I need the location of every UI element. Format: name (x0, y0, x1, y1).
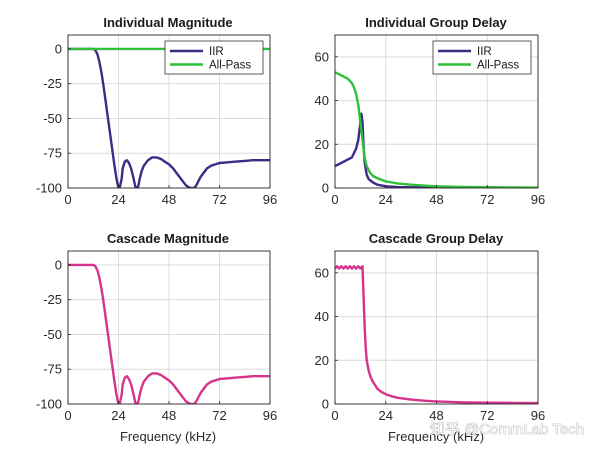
legend-label: All-Pass (477, 60, 519, 72)
tick-label-x: 48 (429, 408, 443, 423)
xlabel-cascade-magnitude: Frequency (kHz) (120, 429, 216, 444)
plot-individual-magnitude: 0 24 48 72 96 0 -25 -50 -75 -100 IIR All-Pass (36, 34, 277, 207)
tick-label-x: 0 (64, 192, 71, 207)
tick-label-x: 72 (212, 408, 226, 423)
panel-individual-group-delay: Individual Group Delay 0 24 48 72 96 0 20 40 60 I… (315, 15, 546, 207)
tick-label-y: -75 (43, 146, 62, 161)
legend: IIR All-Pass (432, 40, 532, 75)
legend-label: IIR (477, 46, 492, 58)
series-line-all-pass (335, 71, 538, 188)
tick-label-y: 0 (322, 181, 329, 196)
tick-label-y: 20 (315, 353, 329, 368)
tick-label-x: 48 (429, 192, 443, 207)
plot-individual-group-delay: 0 24 48 72 96 0 20 40 60 IIR All-Pass (315, 34, 545, 207)
tick-label-y: 0 (55, 257, 62, 272)
tick-label-y: -50 (43, 111, 62, 126)
tick-label-x: 24 (379, 408, 393, 423)
tick-label-y: -25 (43, 292, 62, 307)
xlabel-cascade-group-delay: Frequency (kHz) (388, 429, 484, 444)
tick-label-x: 96 (263, 192, 277, 207)
tick-label-y: 0 (322, 397, 329, 412)
legend-box (432, 40, 532, 75)
tick-label-x: 72 (480, 192, 494, 207)
tick-label-x: 0 (331, 408, 338, 423)
legend-box (164, 40, 264, 75)
tick-label-y: -75 (43, 362, 62, 377)
tick-label-y: 0 (55, 41, 62, 56)
tick-label-x: 96 (531, 192, 545, 207)
watermark-text: 知乎 @CommLab Tech (430, 421, 584, 438)
legend: IIR All-Pass (164, 40, 264, 75)
title-cascade-group-delay: Cascade Group Delay (369, 231, 504, 246)
tick-label-x: 0 (64, 408, 71, 423)
tick-label-y: -100 (36, 181, 62, 196)
tick-label-x: 24 (111, 408, 125, 423)
tick-label-x: 48 (162, 408, 176, 423)
title-cascade-magnitude: Cascade Magnitude (107, 231, 229, 246)
tick-label-y: 40 (315, 309, 329, 324)
plot-cascade-magnitude: 0 24 48 72 96 0 -25 -50 -75 -100 (36, 250, 277, 423)
title-individual-magnitude: Individual Magnitude (103, 15, 232, 30)
tick-label-y: 20 (315, 137, 329, 152)
series-line-cascade (68, 263, 270, 404)
tick-label-y: -100 (36, 397, 62, 412)
tick-label-y: -25 (43, 76, 62, 91)
tick-label-x: 96 (531, 408, 545, 423)
panel-individual-magnitude: Individual Magnitude 0 24 48 72 96 0 -25 -50 -75… (36, 15, 277, 207)
tick-label-y: 60 (315, 265, 329, 280)
tick-label-x: 24 (111, 192, 125, 207)
tick-label-x: 0 (331, 192, 338, 207)
legend-label: All-Pass (209, 60, 251, 72)
series-line-cascade (335, 265, 538, 404)
tick-label-x: 48 (162, 192, 176, 207)
tick-label-x: 24 (379, 192, 393, 207)
tick-label-y: -50 (43, 327, 62, 342)
panel-cascade-magnitude: Cascade Magnitude 0 24 48 72 96 0 -25 -50 -75 -10… (36, 231, 277, 444)
tick-label-y: 40 (315, 93, 329, 108)
panel-cascade-group-delay: Cascade Group Delay 0 24 48 72 96 0 20 40 60 Fre… (315, 231, 546, 444)
plot-cascade-group-delay: 0 24 48 72 96 0 20 40 60 (315, 250, 545, 423)
tick-label-x: 96 (263, 408, 277, 423)
tick-label-x: 72 (212, 192, 226, 207)
legend-label: IIR (209, 46, 224, 58)
tick-label-x: 72 (480, 408, 494, 423)
title-individual-group-delay: Individual Group Delay (365, 15, 507, 30)
tick-label-y: 60 (315, 49, 329, 64)
series-line-iir (68, 47, 270, 188)
